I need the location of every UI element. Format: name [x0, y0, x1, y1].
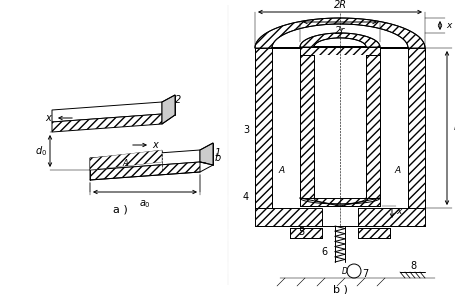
Polygon shape	[407, 48, 424, 208]
Text: $h_0$: $h_0$	[452, 122, 455, 134]
Text: $d_0$: $d_0$	[35, 144, 47, 158]
Polygon shape	[52, 114, 162, 132]
Text: $A$: $A$	[278, 165, 285, 176]
Polygon shape	[254, 48, 271, 208]
Text: $x$: $x$	[45, 113, 53, 123]
Polygon shape	[162, 95, 175, 124]
Text: $A$: $A$	[393, 165, 401, 176]
Polygon shape	[313, 55, 365, 198]
Text: $b$: $b$	[213, 151, 221, 163]
Text: 2: 2	[175, 95, 181, 105]
Text: $a_0$: $a_0$	[139, 198, 151, 210]
Polygon shape	[90, 162, 200, 180]
Polygon shape	[200, 143, 212, 165]
Text: 5: 5	[297, 227, 303, 237]
Polygon shape	[321, 208, 357, 226]
Text: a ): a )	[112, 205, 127, 215]
Text: $x$: $x$	[152, 140, 160, 150]
Polygon shape	[90, 150, 200, 170]
Polygon shape	[52, 102, 162, 122]
Text: 3: 3	[243, 125, 248, 135]
Text: 2R: 2R	[333, 0, 346, 10]
Polygon shape	[299, 47, 379, 55]
Text: 8: 8	[409, 261, 415, 271]
Polygon shape	[289, 228, 321, 238]
Polygon shape	[254, 208, 424, 226]
Text: $D$: $D$	[340, 265, 348, 276]
Text: 7: 7	[361, 269, 368, 279]
Text: 1: 1	[214, 148, 221, 158]
Text: $A$: $A$	[122, 158, 130, 168]
Polygon shape	[299, 33, 379, 47]
Polygon shape	[254, 18, 424, 48]
Polygon shape	[90, 150, 162, 170]
Text: $x$: $x$	[395, 208, 403, 216]
Text: b ): b )	[332, 285, 347, 294]
Text: 2r: 2r	[334, 26, 344, 36]
Text: $x$: $x$	[445, 21, 453, 30]
Polygon shape	[357, 228, 389, 238]
Polygon shape	[299, 55, 313, 198]
Text: 6: 6	[321, 247, 327, 257]
Polygon shape	[365, 55, 379, 198]
Text: 4: 4	[243, 192, 248, 202]
Polygon shape	[299, 198, 379, 206]
